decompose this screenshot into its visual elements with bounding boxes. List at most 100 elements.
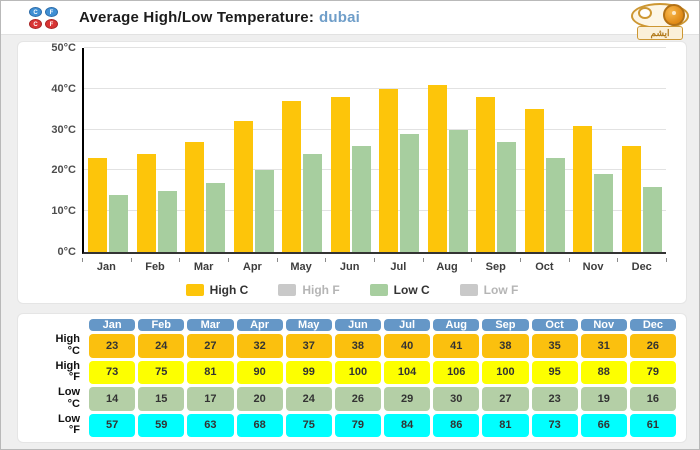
- table-value-cell: 38: [334, 334, 381, 358]
- x-axis-tick: [471, 258, 473, 262]
- bar-group-jul: [375, 48, 424, 252]
- y-tick-label: 0°C: [57, 246, 76, 258]
- x-axis-tick: [179, 258, 181, 262]
- gridline: [84, 169, 666, 171]
- x-axis-label-mar: Mar: [193, 261, 214, 273]
- gridline: [84, 128, 666, 130]
- low-c-bar-dec[interactable]: [642, 186, 662, 252]
- high-c-bar-sep[interactable]: [476, 96, 496, 252]
- bar-group-jun: [327, 48, 376, 252]
- gridline: [84, 210, 666, 212]
- x-axis-tick: [568, 258, 570, 262]
- logo-ribbon-text: ایشم: [637, 26, 683, 40]
- table-value-cell: 15: [138, 387, 185, 411]
- y-tick-label: 40°C: [51, 82, 76, 95]
- high-c-bar-mar[interactable]: [185, 141, 205, 252]
- bar-group-sep: [472, 48, 521, 252]
- legend-item-high-c[interactable]: High C: [185, 283, 249, 297]
- page-title: Average High/Low Temperature: dubai: [79, 9, 360, 26]
- table-value-cell: 79: [334, 413, 381, 437]
- x-axis-tick: [374, 258, 375, 262]
- high-c-bar-jan[interactable]: [88, 158, 108, 252]
- table-value-cell: 59: [138, 413, 185, 437]
- table-month-header-nov: Nov: [580, 319, 627, 332]
- legend-item-high-f[interactable]: High F: [278, 283, 340, 297]
- x-axis-tick: [520, 258, 521, 262]
- table-value-cell: 57: [89, 413, 136, 437]
- table-value-cell: 86: [433, 413, 480, 437]
- low-c-bar-nov[interactable]: [594, 174, 614, 252]
- unit-toggle-fahrenheit-icon[interactable]: F: [45, 18, 58, 29]
- table-value-cell: 100: [334, 360, 381, 385]
- low-c-bar-may[interactable]: [303, 154, 323, 252]
- table-value-cell: 38: [482, 334, 529, 358]
- table-row-label-high-f: High °F: [55, 359, 80, 384]
- low-c-bar-jul[interactable]: [400, 133, 420, 252]
- high-c-bar-nov[interactable]: [573, 125, 593, 252]
- table-month-header-apr: Apr: [236, 319, 283, 332]
- table-value-cell: 75: [138, 360, 185, 385]
- table-value-cell: 24: [138, 334, 185, 358]
- unit-toggle-fahrenheit-icon[interactable]: C: [29, 18, 42, 29]
- high-c-bar-aug[interactable]: [427, 84, 447, 252]
- table-value-cell: 37: [285, 334, 332, 358]
- legend-label: High C: [209, 283, 249, 297]
- y-tick-label: 10°C: [51, 205, 76, 218]
- low-c-bar-aug[interactable]: [448, 129, 468, 252]
- x-axis-tick: [130, 258, 132, 262]
- gridline: [84, 47, 666, 48]
- high-c-bar-jul[interactable]: [379, 88, 399, 252]
- table-value-cell: 106: [433, 360, 480, 385]
- low-c-bar-mar[interactable]: [206, 182, 226, 252]
- high-c-bar-apr[interactable]: [233, 121, 253, 252]
- x-axis-label-oct: Oct: [535, 261, 554, 273]
- x-axis-tick: [422, 258, 424, 262]
- table-row-label-high-c: High °C: [55, 333, 80, 358]
- table-month-header-jan: Jan: [89, 319, 136, 332]
- legend-item-low-c[interactable]: Low C: [369, 283, 430, 297]
- table-month-header-sep: Sep: [482, 319, 529, 332]
- table-value-cell: 63: [187, 413, 234, 437]
- table-row-label-low-f: Low °F: [58, 412, 80, 437]
- high-c-bar-feb[interactable]: [136, 154, 156, 252]
- y-tick-label: 20°C: [51, 164, 76, 177]
- x-axis-label-apr: Apr: [242, 261, 262, 273]
- unit-toggle-celsius-icon[interactable]: C: [29, 6, 42, 17]
- high-c-bar-dec[interactable]: [621, 145, 641, 252]
- low-c-bar-feb[interactable]: [157, 190, 177, 252]
- table-month-header-oct: Oct: [531, 319, 578, 332]
- temperature-table: Jan Feb Mar Apr May Jun Jul Aug Sep Oct Nov Dec High…: [28, 319, 676, 437]
- low-c-bar-sep[interactable]: [497, 141, 517, 252]
- low-c-bar-jan[interactable]: [109, 194, 129, 252]
- x-axis-label-dec: Dec: [631, 261, 652, 273]
- legend-item-low-f[interactable]: Low F: [459, 283, 518, 297]
- high-c-bar-may[interactable]: [282, 101, 302, 252]
- table-value-cell: 17: [187, 387, 234, 411]
- x-axis-tick: [617, 258, 619, 262]
- table-corner-cell: [28, 319, 86, 331]
- x-axis-tick: [82, 258, 83, 262]
- table-value-cell: 75: [285, 413, 332, 437]
- table-value-cell: 104: [384, 360, 431, 385]
- logo-coin-dot: [672, 11, 676, 15]
- unit-toggle-celsius-icon[interactable]: F: [45, 6, 58, 17]
- site-logo[interactable]: ایشم: [631, 3, 691, 43]
- high-c-bar-jun[interactable]: [330, 96, 350, 252]
- x-axis-tick: [228, 258, 229, 262]
- table-value-cell: 19: [580, 387, 627, 411]
- table-value-cell: 23: [531, 387, 578, 411]
- table-value-cell: 20: [236, 387, 283, 411]
- high-c-bar-oct[interactable]: [524, 109, 544, 252]
- low-c-bar-apr[interactable]: [254, 170, 274, 252]
- low-c-bar-jun[interactable]: [351, 145, 371, 252]
- low-c-bar-oct[interactable]: [545, 158, 565, 252]
- x-axis-label-nov: Nov: [582, 261, 604, 273]
- table-value-cell: 27: [187, 334, 234, 358]
- table-row-label-low-c: Low °C: [58, 386, 80, 410]
- temperature-table-panel: Jan Feb Mar Apr May Jun Jul Aug Sep Oct Nov Dec High…: [17, 313, 687, 443]
- bar-group-mar: [181, 48, 230, 252]
- x-axis-label-sep: Sep: [485, 261, 506, 273]
- x-axis-label-jun: Jun: [339, 261, 360, 273]
